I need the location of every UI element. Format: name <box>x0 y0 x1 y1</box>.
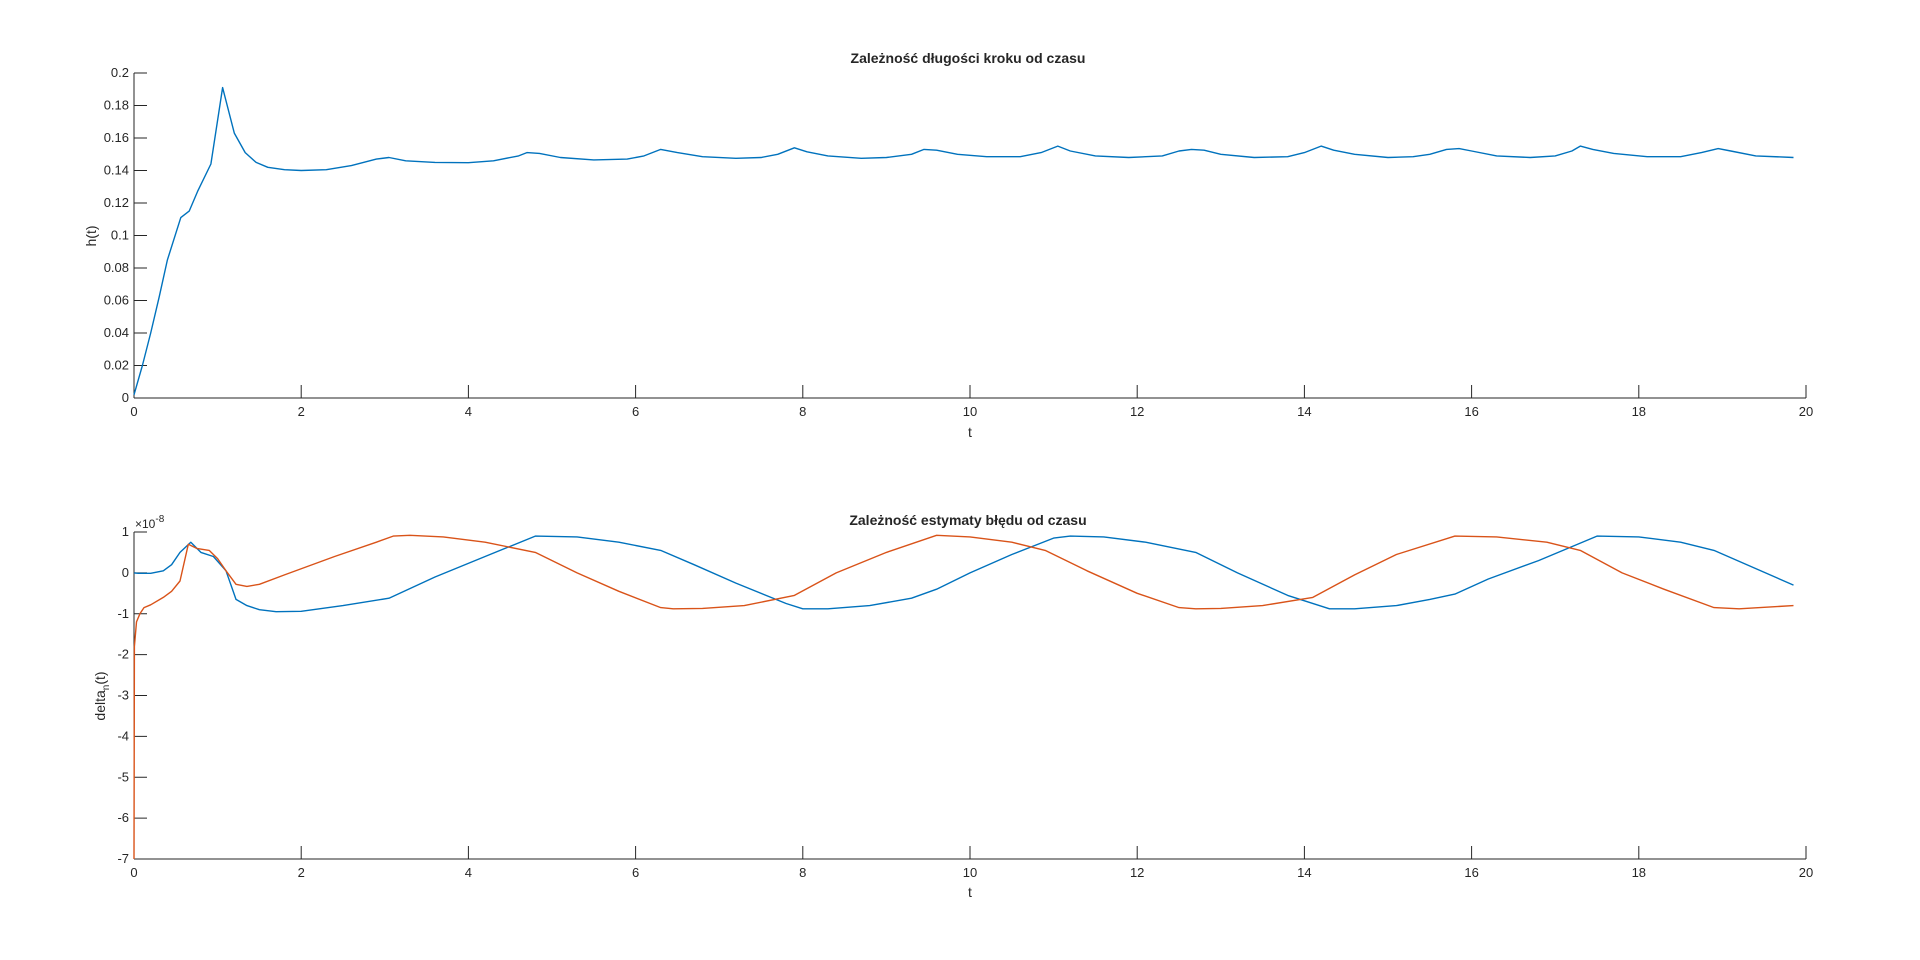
plot-area <box>133 532 1807 860</box>
x-tick-label: 10 <box>963 404 977 419</box>
x-axis-label: t <box>968 424 972 440</box>
x-tick-label: 2 <box>298 404 305 419</box>
y-axis-label: h(t) <box>83 226 99 247</box>
y-tick-label: 0 <box>122 565 129 580</box>
y-tick-label: 0.04 <box>104 325 129 340</box>
x-tick-label: 18 <box>1632 865 1646 880</box>
series-line-1 <box>133 86 1794 395</box>
x-tick-label: 16 <box>1464 404 1478 419</box>
y-tick-label: -1 <box>117 606 129 621</box>
x-ticks: 0 2 4 6 8 10 12 14 16 18 20 <box>130 846 1813 880</box>
axes-error-estimate: Zależność estymaty błędu od czasu ×10-8 … <box>92 512 1813 900</box>
y-tick-label: 0.18 <box>104 98 129 113</box>
x-tick-label: 6 <box>632 865 639 880</box>
x-axis-label: t <box>968 884 972 900</box>
x-tick-label: 0 <box>130 865 137 880</box>
x-tick-label: 10 <box>963 865 977 880</box>
y-tick-label: 0.14 <box>104 163 129 178</box>
x-tick-label: 12 <box>1130 865 1144 880</box>
y-exponent-label: ×10-8 <box>135 514 165 531</box>
chart-title: Zależność estymaty błędu od czasu <box>849 512 1086 528</box>
y-tick-label: 0.02 <box>104 358 129 373</box>
x-tick-label: 8 <box>799 865 806 880</box>
x-tick-label: 20 <box>1799 865 1813 880</box>
y-tick-label: 0.2 <box>111 65 129 80</box>
x-tick-label: 16 <box>1464 865 1478 880</box>
x-tick-label: 8 <box>799 404 806 419</box>
axes-step-length: Zależność długości kroku od czasu 0 2 4 6 8 1… <box>83 50 1813 440</box>
y-tick-label: 0.06 <box>104 293 129 308</box>
series-line-2 <box>133 534 1794 860</box>
y-tick-label: 1 <box>122 524 129 539</box>
series-group <box>133 86 1794 395</box>
x-tick-label: 4 <box>465 865 472 880</box>
y-tick-label: 0 <box>122 390 129 405</box>
x-tick-label: 14 <box>1297 404 1311 419</box>
y-axis-label: deltan(t) <box>92 671 112 720</box>
series-line-1 <box>133 535 1794 613</box>
series-group <box>133 534 1794 860</box>
chart-title: Zależność długości kroku od czasu <box>851 50 1086 66</box>
x-tick-label: 2 <box>298 865 305 880</box>
x-tick-label: 6 <box>632 404 639 419</box>
plot-area <box>133 73 1807 399</box>
y-ticks: 0 0.02 0.04 0.06 0.08 0.1 0.12 0.14 0.16 0.18 0.2 <box>104 65 147 405</box>
x-tick-label: 0 <box>130 404 137 419</box>
y-tick-label: -7 <box>117 851 129 866</box>
y-tick-label: -4 <box>117 728 129 743</box>
y-tick-label: -3 <box>117 688 129 703</box>
x-tick-label: 14 <box>1297 865 1311 880</box>
y-tick-label: -5 <box>117 769 129 784</box>
x-tick-label: 18 <box>1632 404 1646 419</box>
x-tick-label: 4 <box>465 404 472 419</box>
y-tick-label: -6 <box>117 810 129 825</box>
y-tick-label: 0.1 <box>111 228 129 243</box>
y-tick-label: 0.16 <box>104 130 129 145</box>
x-tick-label: 12 <box>1130 404 1144 419</box>
x-tick-label: 20 <box>1799 404 1813 419</box>
y-tick-label: 0.12 <box>104 195 129 210</box>
y-tick-label: -2 <box>117 647 129 662</box>
y-tick-label: 0.08 <box>104 260 129 275</box>
x-ticks: 0 2 4 6 8 10 12 14 16 18 20 <box>130 385 1813 419</box>
y-ticks: -7 -6 -5 -4 -3 -2 -1 0 1 <box>117 524 147 866</box>
